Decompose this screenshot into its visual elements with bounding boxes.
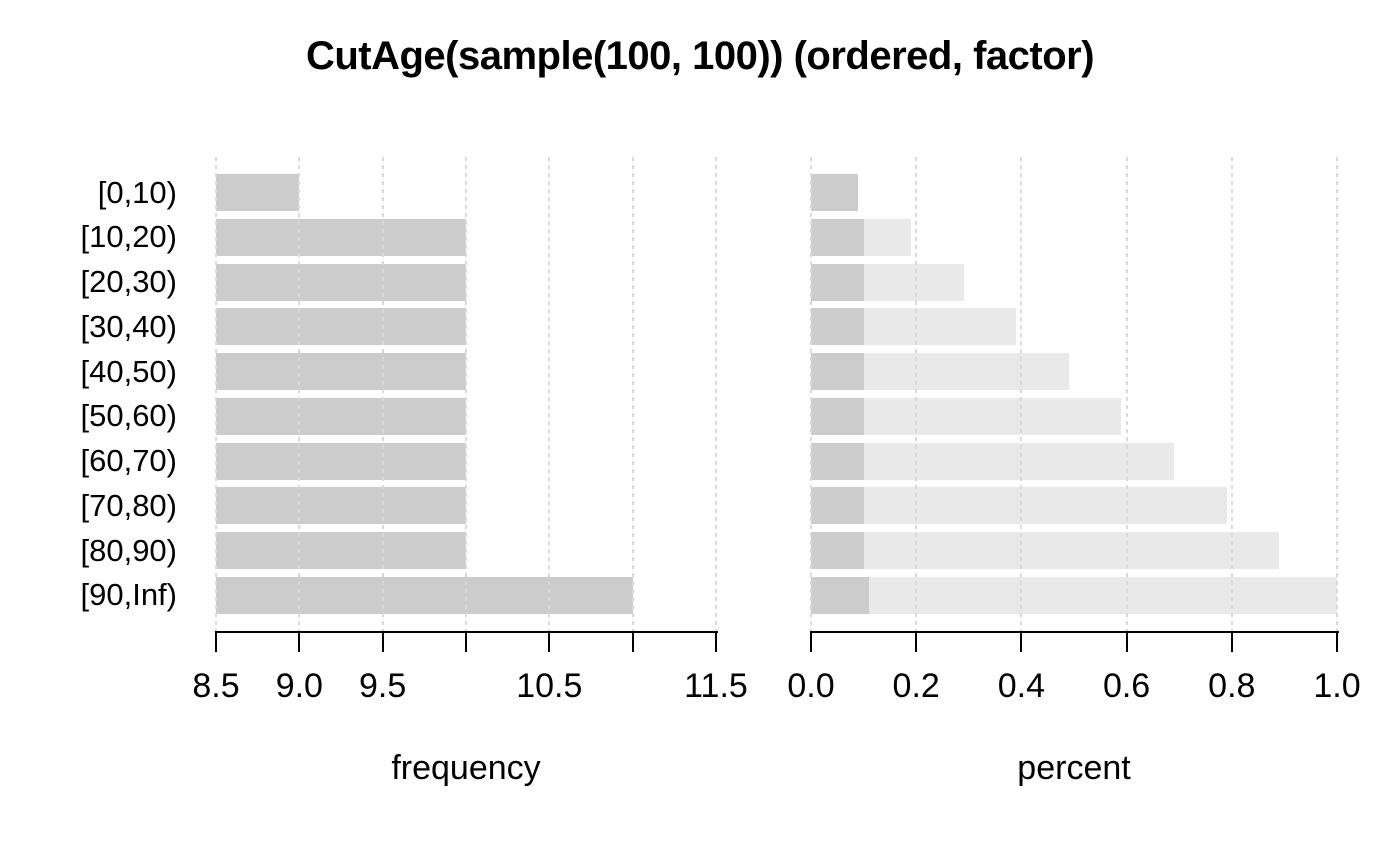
percent-bar xyxy=(811,263,864,301)
gridline xyxy=(715,157,717,631)
frequency-bar xyxy=(216,218,466,256)
frequency-bar xyxy=(216,532,466,569)
category-label: [30,40) xyxy=(80,308,177,344)
category-label: [60,70) xyxy=(80,443,177,478)
x-tick-label: 0.4 xyxy=(997,667,1046,705)
percent-bar xyxy=(811,174,859,211)
frequency-bar xyxy=(216,487,466,525)
x-tick xyxy=(915,631,918,652)
percent-axis-label: percent xyxy=(1017,749,1131,787)
percent-bar xyxy=(811,576,869,614)
x-tick-label: 0.0 xyxy=(787,667,835,705)
x-tick-label: 0.6 xyxy=(1102,667,1151,705)
cumulative-bar xyxy=(811,487,1227,525)
cumulative-bar xyxy=(811,576,1337,614)
x-tick xyxy=(1336,631,1338,652)
category-label: [40,50) xyxy=(80,353,177,389)
category-label: [20,30) xyxy=(80,264,177,299)
x-tick xyxy=(465,631,467,652)
gridline xyxy=(1230,157,1233,631)
percent-bar xyxy=(811,442,864,480)
gridline xyxy=(548,157,551,631)
category-label: [90,Inf) xyxy=(80,577,178,613)
cumulative-bar xyxy=(811,532,1280,569)
gridline xyxy=(465,157,467,631)
percent-bar xyxy=(811,397,864,435)
x-tick xyxy=(810,631,812,652)
x-tick xyxy=(1125,631,1128,652)
frequency-bar xyxy=(216,442,466,480)
category-label: [10,20) xyxy=(80,219,177,255)
percent-bar xyxy=(811,308,864,346)
percent-panel: 0.0 0.2 0.4 0.6 0.8 1.0 xyxy=(787,157,1361,705)
category-label: [80,90) xyxy=(80,532,177,568)
frequency-bar xyxy=(216,353,466,390)
x-tick xyxy=(631,631,634,652)
gridline xyxy=(1020,157,1023,631)
chart-title: CutAge(sample(100, 100)) (ordered, facto… xyxy=(305,34,1095,78)
x-tick xyxy=(381,631,384,652)
percent-bar xyxy=(811,487,864,525)
gridline xyxy=(1125,157,1128,631)
percent-bar xyxy=(811,218,864,256)
x-tick xyxy=(1230,631,1233,652)
frequency-bar xyxy=(216,174,300,211)
frequency-panel: 8.5 9.0 9.5 10.5 11.5 xyxy=(192,157,748,705)
x-tick-label: 8.5 xyxy=(192,667,240,705)
x-tick-label: 9.5 xyxy=(359,667,407,705)
category-label: [0,10) xyxy=(97,174,177,210)
frequency-bar xyxy=(216,397,466,435)
x-tick xyxy=(1020,631,1023,652)
gridline xyxy=(298,157,301,631)
frequency-bar xyxy=(216,263,466,301)
gridline xyxy=(915,157,918,631)
x-tick-label: 0.8 xyxy=(1208,667,1256,705)
gridline xyxy=(631,157,634,631)
percent-bar xyxy=(811,353,864,390)
x-tick-label: 11.5 xyxy=(684,667,748,705)
cumulative-bar xyxy=(811,442,1174,480)
x-tick-label: 1.0 xyxy=(1313,667,1361,705)
x-tick-label: 9.0 xyxy=(275,667,323,705)
x-axis-line xyxy=(811,631,1339,633)
x-tick xyxy=(215,631,217,652)
x-tick-label: 0.2 xyxy=(892,667,940,705)
category-label: [50,60) xyxy=(80,398,177,434)
x-tick-label: 10.5 xyxy=(516,667,583,705)
category-label: [70,80) xyxy=(80,487,177,523)
gridline xyxy=(1336,157,1338,631)
x-axis-line xyxy=(216,631,718,633)
percent-bar xyxy=(811,532,864,569)
frequency-axis-label: frequency xyxy=(391,749,541,787)
frequency-bar xyxy=(216,576,633,614)
x-tick xyxy=(298,631,301,652)
frequency-bar xyxy=(216,308,466,346)
gridline xyxy=(810,157,812,631)
x-tick xyxy=(715,631,717,652)
x-tick xyxy=(548,631,551,652)
gridline xyxy=(381,157,384,631)
gridline xyxy=(215,157,217,631)
